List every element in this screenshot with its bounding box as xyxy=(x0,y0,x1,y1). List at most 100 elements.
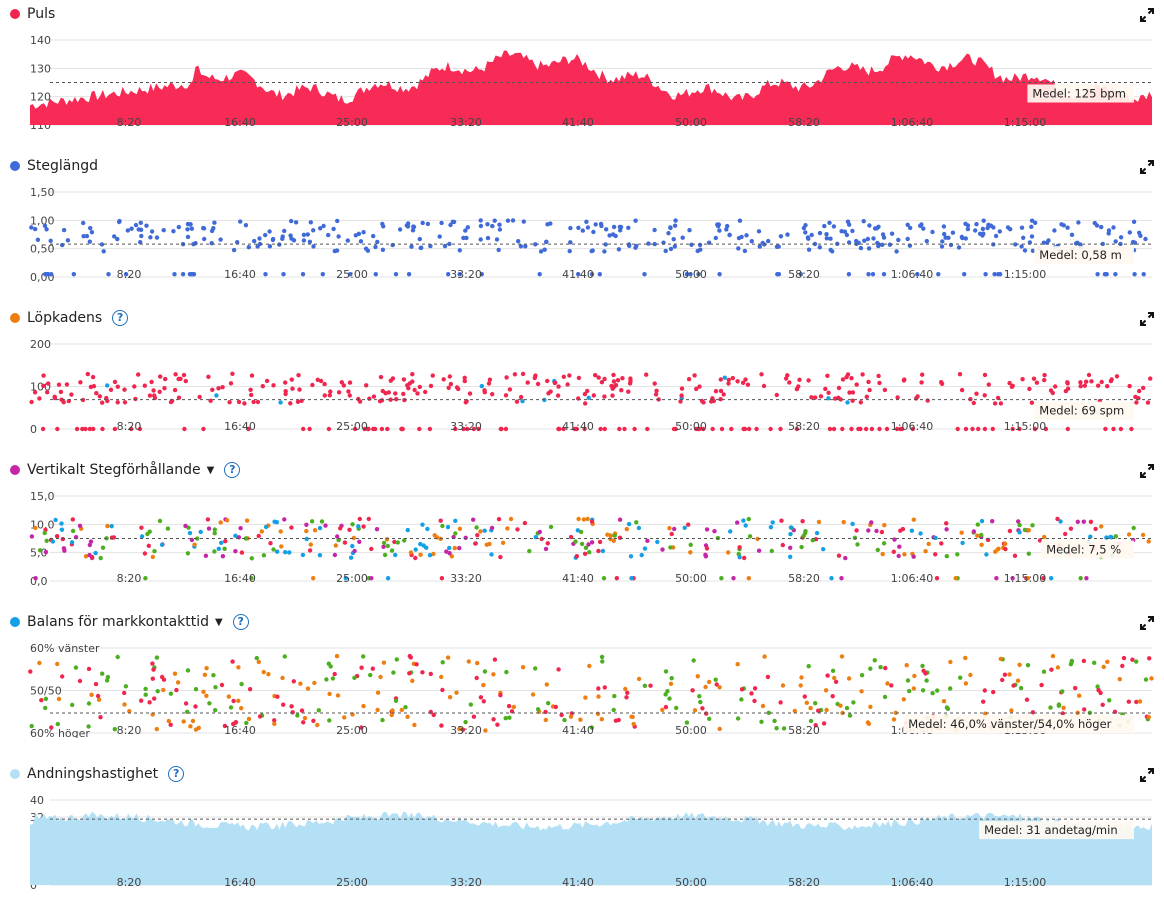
data-point xyxy=(106,272,111,277)
data-point xyxy=(948,686,953,691)
data-point xyxy=(161,687,166,693)
data-point xyxy=(975,522,980,527)
data-point xyxy=(370,666,375,671)
expand-icon[interactable] xyxy=(1140,8,1154,22)
data-point xyxy=(933,535,938,541)
data-point xyxy=(866,272,871,277)
data-point xyxy=(311,718,316,723)
data-point xyxy=(684,272,690,277)
data-point xyxy=(168,691,174,696)
help-icon[interactable]: ? xyxy=(224,462,241,478)
data-point xyxy=(283,380,288,385)
data-point xyxy=(1098,690,1103,696)
data-point xyxy=(231,698,236,704)
data-point xyxy=(289,525,294,530)
data-point xyxy=(88,539,94,544)
data-point xyxy=(520,665,526,670)
data-point xyxy=(280,675,285,681)
data-point xyxy=(806,378,811,383)
data-point xyxy=(993,549,998,554)
data-point xyxy=(1105,384,1110,389)
data-point xyxy=(492,218,497,223)
data-point xyxy=(418,552,423,557)
data-point xyxy=(212,549,217,554)
data-point xyxy=(778,426,783,432)
help-icon[interactable]: ? xyxy=(112,310,129,326)
data-point xyxy=(867,387,872,393)
data-point xyxy=(1017,426,1022,432)
data-point xyxy=(230,371,235,376)
data-point xyxy=(244,720,249,726)
data-point xyxy=(358,239,364,244)
y-tick-label: 200 xyxy=(30,338,51,351)
data-point xyxy=(129,426,134,432)
data-point xyxy=(1034,380,1040,385)
legend-dot xyxy=(10,313,20,323)
data-point xyxy=(150,676,155,681)
data-point xyxy=(629,576,634,581)
data-point xyxy=(864,394,869,399)
data-point xyxy=(1078,380,1083,385)
x-tick-label: 50:00 xyxy=(675,420,707,433)
expand-icon[interactable] xyxy=(1140,464,1154,478)
data-point xyxy=(769,548,774,554)
data-point xyxy=(993,233,999,239)
help-icon[interactable]: ? xyxy=(232,614,249,630)
data-point xyxy=(413,555,418,561)
data-point xyxy=(208,398,213,403)
expand-icon[interactable] xyxy=(1140,160,1154,174)
data-point xyxy=(243,223,249,228)
data-point xyxy=(823,688,829,693)
data-point xyxy=(1111,426,1116,432)
data-point xyxy=(645,538,650,543)
panel-steglangd: Steglängd 1,50 1,00 0,50 0,00 8:20 16:40 25:00… xyxy=(0,152,1164,304)
expand-icon[interactable] xyxy=(1140,312,1154,326)
data-point xyxy=(1000,677,1005,683)
data-point xyxy=(152,549,157,554)
data-point xyxy=(851,700,856,705)
data-point xyxy=(660,707,665,713)
data-point xyxy=(87,542,93,548)
data-point xyxy=(401,377,407,382)
data-point xyxy=(869,520,874,525)
data-point xyxy=(244,518,250,523)
data-point xyxy=(729,426,734,432)
data-point xyxy=(845,219,851,224)
data-point xyxy=(889,231,895,236)
dropdown-caret-icon[interactable]: ▼ xyxy=(206,464,215,476)
data-point xyxy=(123,684,129,689)
data-point xyxy=(109,535,115,540)
data-point xyxy=(252,238,257,244)
help-icon[interactable]: ? xyxy=(168,766,185,782)
data-point xyxy=(1007,528,1013,534)
data-point xyxy=(963,655,968,661)
data-point xyxy=(89,692,94,697)
data-point xyxy=(295,713,300,718)
data-point xyxy=(545,222,550,227)
data-point xyxy=(527,548,532,554)
data-point xyxy=(462,375,467,380)
dropdown-caret-icon[interactable]: ▼ xyxy=(215,616,223,628)
data-point xyxy=(1010,383,1015,388)
data-point xyxy=(489,525,495,531)
data-point xyxy=(1041,669,1047,674)
data-point xyxy=(1084,576,1089,581)
expand-icon[interactable] xyxy=(1140,616,1154,630)
panel-title: Löpkadens ? xyxy=(10,308,129,328)
data-point xyxy=(598,221,604,227)
data-point xyxy=(667,526,672,531)
data-point xyxy=(808,705,813,711)
data-point xyxy=(32,390,38,395)
data-point xyxy=(686,377,692,382)
data-point xyxy=(1017,530,1022,535)
data-point xyxy=(381,540,387,546)
data-point xyxy=(663,692,668,697)
x-tick-label: 8:20 xyxy=(117,876,142,889)
data-point xyxy=(611,379,617,384)
data-point xyxy=(339,380,344,385)
data-point xyxy=(655,539,660,545)
data-point xyxy=(87,426,93,432)
data-point xyxy=(882,523,887,528)
data-point xyxy=(826,396,831,401)
expand-icon[interactable] xyxy=(1140,768,1154,782)
